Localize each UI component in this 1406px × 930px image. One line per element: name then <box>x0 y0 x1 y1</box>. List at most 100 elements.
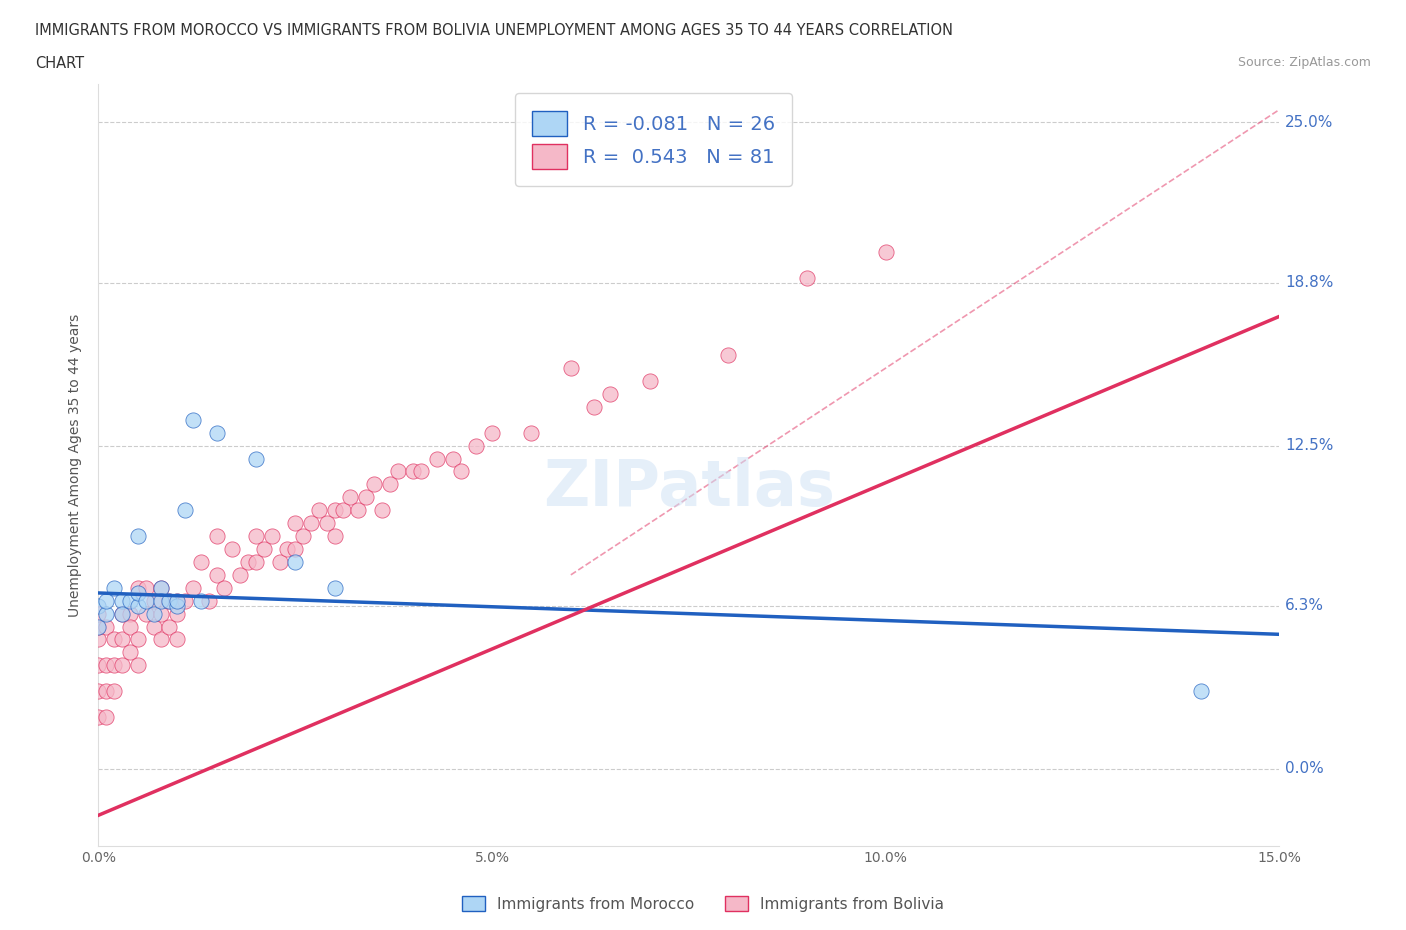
Point <box>118 606 141 621</box>
Point <box>583 399 606 414</box>
Point <box>181 580 204 595</box>
Point <box>276 541 298 556</box>
Text: 12.5%: 12.5% <box>1285 438 1334 453</box>
Point <box>157 619 180 634</box>
Point <box>87 632 110 647</box>
Point <box>96 684 118 698</box>
Text: IMMIGRANTS FROM MOROCCO VS IMMIGRANTS FROM BOLIVIA UNEMPLOYMENT AMONG AGES 35 TO: IMMIGRANTS FROM MOROCCO VS IMMIGRANTS FR… <box>35 23 953 38</box>
Point <box>103 684 125 698</box>
Point <box>205 528 228 543</box>
Point <box>157 593 180 608</box>
Point <box>166 593 188 608</box>
Point <box>127 580 149 595</box>
Point <box>103 658 125 672</box>
Point <box>135 606 157 621</box>
Point <box>245 528 267 543</box>
Point <box>599 387 621 402</box>
Point <box>339 490 361 505</box>
Point <box>875 245 897 259</box>
Point <box>150 580 173 595</box>
Point <box>127 658 149 672</box>
Point <box>323 528 346 543</box>
Point <box>142 606 165 621</box>
Point <box>520 425 543 440</box>
Text: 18.8%: 18.8% <box>1285 275 1334 290</box>
Point <box>111 658 134 672</box>
Legend: Immigrants from Morocco, Immigrants from Bolivia: Immigrants from Morocco, Immigrants from… <box>456 889 950 918</box>
Point <box>299 516 322 531</box>
Point <box>87 598 110 613</box>
Point <box>308 503 330 518</box>
Point <box>96 593 118 608</box>
Point <box>347 503 370 518</box>
Point <box>450 464 472 479</box>
Point <box>284 541 307 556</box>
Text: 6.3%: 6.3% <box>1285 598 1324 614</box>
Point <box>96 606 118 621</box>
Point <box>142 593 165 608</box>
Point <box>118 645 141 660</box>
Point <box>87 619 110 634</box>
Point <box>96 710 118 724</box>
Point <box>127 632 149 647</box>
Point <box>96 619 118 634</box>
Point <box>269 554 291 569</box>
Point <box>118 593 141 608</box>
Point <box>150 606 173 621</box>
Point <box>181 412 204 427</box>
Point <box>363 477 385 492</box>
Point <box>426 451 449 466</box>
Text: 0.0%: 0.0% <box>1285 762 1324 777</box>
Point <box>481 425 503 440</box>
Point <box>796 270 818 285</box>
Point <box>638 374 661 389</box>
Point <box>87 710 110 724</box>
Point <box>111 606 134 621</box>
Point <box>166 632 188 647</box>
Point <box>127 528 149 543</box>
Point <box>111 593 134 608</box>
Point <box>441 451 464 466</box>
Point <box>87 606 110 621</box>
Point <box>245 451 267 466</box>
Point <box>354 490 377 505</box>
Point <box>87 619 110 634</box>
Point <box>174 593 197 608</box>
Point <box>87 684 110 698</box>
Y-axis label: Unemployment Among Ages 35 to 44 years: Unemployment Among Ages 35 to 44 years <box>69 313 83 617</box>
Text: 25.0%: 25.0% <box>1285 115 1334 130</box>
Point <box>150 632 173 647</box>
Text: ZIPatlas: ZIPatlas <box>543 457 835 519</box>
Point <box>387 464 409 479</box>
Point <box>284 554 307 569</box>
Point <box>717 348 740 363</box>
Point <box>197 593 219 608</box>
Point <box>402 464 425 479</box>
Point <box>332 503 354 518</box>
Point <box>103 632 125 647</box>
Point <box>96 658 118 672</box>
Point <box>166 606 188 621</box>
Point <box>245 554 267 569</box>
Point <box>411 464 433 479</box>
Point <box>378 477 401 492</box>
Point <box>221 541 243 556</box>
Point <box>118 619 141 634</box>
Point <box>127 586 149 601</box>
Point <box>1189 684 1212 698</box>
Point <box>174 503 197 518</box>
Point <box>135 593 157 608</box>
Point <box>190 554 212 569</box>
Point <box>560 361 582 376</box>
Point <box>371 503 394 518</box>
Point <box>111 606 134 621</box>
Point <box>315 516 337 531</box>
Point <box>323 580 346 595</box>
Point <box>292 528 315 543</box>
Point <box>157 593 180 608</box>
Point <box>205 425 228 440</box>
Text: CHART: CHART <box>35 56 84 71</box>
Point <box>284 516 307 531</box>
Point <box>260 528 283 543</box>
Point <box>214 580 236 595</box>
